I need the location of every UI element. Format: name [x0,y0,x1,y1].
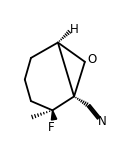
Polygon shape [51,110,57,120]
Text: N: N [97,115,106,128]
Text: F: F [48,121,54,134]
Text: H: H [70,23,78,36]
Text: O: O [87,53,96,66]
